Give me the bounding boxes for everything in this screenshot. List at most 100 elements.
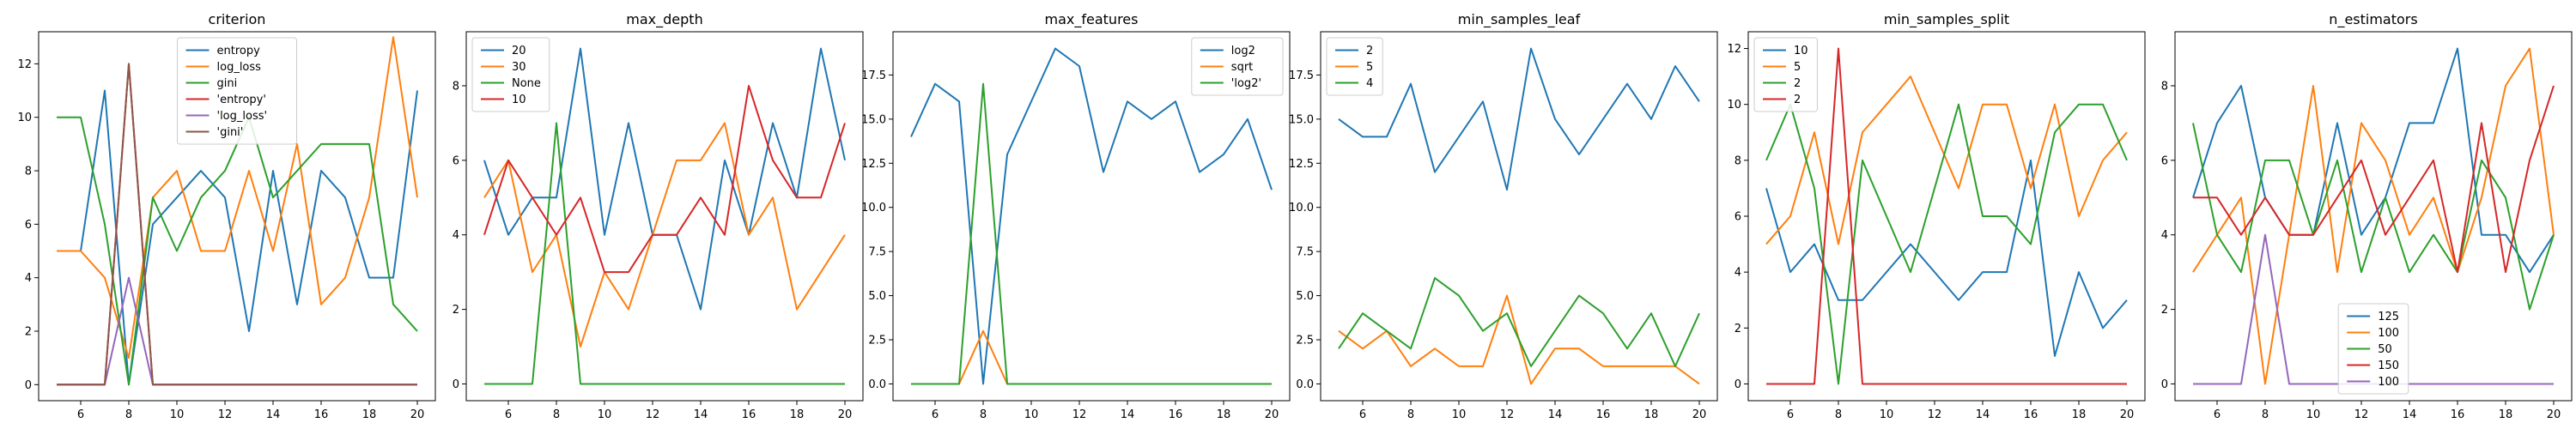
x-tick-label: 8 (1835, 408, 1842, 421)
chart-title: criterion (209, 11, 266, 27)
y-tick-label: 10.0 (1289, 202, 1314, 214)
y-tick-label: 4 (453, 229, 459, 242)
y-tick-label: 10 (1727, 99, 1741, 112)
legend-label: 100 (2378, 376, 2399, 389)
legend-label: 150 (2378, 360, 2399, 372)
x-tick-label: 20 (1692, 408, 1707, 421)
series-line-2 (484, 122, 845, 385)
y-tick-label: 5.0 (1296, 290, 1314, 303)
y-tick-label: 10.0 (861, 202, 886, 214)
y-tick-label: 17.5 (861, 69, 886, 82)
y-tick-label: 8 (1735, 154, 1741, 167)
legend-label: gini (217, 77, 238, 90)
x-tick-label: 20 (410, 408, 425, 421)
x-tick-label: 20 (2120, 408, 2135, 421)
axes-frame (892, 31, 1291, 402)
x-tick-label: 12 (1500, 408, 1515, 421)
x-tick-label: 8 (2262, 408, 2269, 421)
chart-title: max_features (1045, 11, 1139, 28)
legend-label: 100 (2378, 327, 2399, 340)
series-line-2 (911, 82, 1272, 385)
x-tick-label: 18 (1644, 408, 1659, 421)
x-tick-label: 8 (553, 408, 560, 421)
axes-frame (1320, 31, 1718, 402)
legend-label: 30 (512, 61, 526, 74)
series-line-1 (57, 36, 418, 360)
legend-label: sqrt (1231, 61, 1253, 74)
y-tick-label: 4 (25, 272, 32, 285)
y-tick-label: 8 (453, 80, 459, 93)
chart-title: min_samples_leaf (1458, 11, 1581, 28)
series-line-3 (1766, 47, 2127, 385)
axes-frame (38, 31, 436, 402)
series-line-1 (1765, 76, 2128, 245)
x-tick-label: 8 (1407, 408, 1414, 421)
legend-label: 5 (1366, 61, 1373, 74)
subplot-min-samples-split: min_samples_split 6 8 10 12 14 16 18 20 0 2 4 6 8 10 12… (1727, 11, 2146, 421)
x-tick-label: 12 (218, 408, 233, 421)
y-tick-label: 6 (2161, 154, 2168, 167)
y-tick-label: 4 (2161, 229, 2168, 242)
legend-label: 'gini' (217, 126, 244, 139)
subplot-max-depth: max_depth 6 8 10 12 14 16 18 20 0 2 4 6 8 20 30 None 10 (453, 11, 864, 421)
y-tick-label: 17.5 (1289, 69, 1314, 82)
x-tick-label: 14 (694, 408, 708, 421)
chart-title: n_estimators (2329, 11, 2417, 28)
subplot-max-features: max_features 6 8 10 12 14 16 18 20 0.0 2.5 5.0 7.5 10… (861, 11, 1291, 421)
legend-label: entropy (217, 45, 261, 57)
y-tick-label: 10 (17, 112, 32, 124)
x-tick-label: 18 (2499, 408, 2513, 421)
x-tick-label: 10 (1880, 408, 1894, 421)
x-tick-label: 8 (980, 408, 987, 421)
y-tick-label: 12 (1727, 43, 1741, 56)
x-tick-label: 6 (505, 408, 512, 421)
x-tick-label: 10 (1452, 408, 1467, 421)
x-tick-label: 18 (362, 408, 377, 421)
legend-label: 2 (1794, 94, 1801, 106)
legend-label: 4 (1366, 77, 1373, 90)
chart-title: max_depth (626, 11, 702, 28)
x-tick-label: 16 (1596, 408, 1611, 421)
legend: 125 100 50 150 100 (2337, 303, 2409, 395)
x-tick-label: 14 (1548, 408, 1563, 421)
x-tick-label: 20 (1265, 408, 1279, 421)
y-tick-label: 2 (2161, 304, 2168, 317)
x-tick-label: 12 (2354, 408, 2369, 421)
y-tick-label: 15.0 (1289, 113, 1314, 126)
series-line-1 (2192, 47, 2555, 385)
y-tick-label: 7.5 (1296, 246, 1314, 259)
x-tick-label: 18 (790, 408, 805, 421)
x-tick-label: 16 (1169, 408, 1183, 421)
x-tick-label: 8 (125, 408, 132, 421)
y-tick-label: 12.5 (861, 158, 886, 171)
y-tick-label: 2.5 (1296, 335, 1314, 347)
legend-label: 'entropy' (217, 94, 266, 106)
y-tick-label: 2 (25, 325, 32, 338)
legend-box (2337, 303, 2409, 395)
y-tick-label: 4 (1735, 267, 1741, 280)
x-tick-label: 20 (838, 408, 853, 421)
series-line-0 (1338, 47, 1700, 191)
legend-label: 50 (2378, 343, 2392, 356)
legend-label: 5 (1794, 61, 1801, 74)
legend: log2 sqrt 'log2' (1191, 37, 1284, 96)
y-tick-label: 2 (1735, 323, 1741, 335)
y-tick-label: 0.0 (1296, 378, 1314, 391)
y-tick-label: 0 (453, 378, 459, 391)
y-tick-label: 8 (2161, 80, 2168, 93)
subplot-min-samples-leaf: min_samples_leaf 6 8 10 12 14 16 18 20 0.0 2.5 5.0 7… (1289, 11, 1718, 421)
legend-label: log_loss (217, 61, 262, 74)
legend-box (471, 37, 550, 112)
y-tick-label: 15.0 (861, 113, 886, 126)
y-tick-label: 6 (453, 154, 459, 167)
x-tick-label: 12 (1072, 408, 1087, 421)
x-tick-label: 16 (314, 408, 329, 421)
x-tick-label: 6 (77, 408, 84, 421)
legend-label: None (512, 77, 541, 90)
legend-label: 'log2' (1231, 77, 1261, 90)
chart-title: min_samples_split (1884, 11, 2009, 28)
x-tick-label: 6 (2214, 408, 2221, 421)
y-tick-label: 6 (1735, 211, 1741, 224)
legend-box (1191, 37, 1284, 96)
